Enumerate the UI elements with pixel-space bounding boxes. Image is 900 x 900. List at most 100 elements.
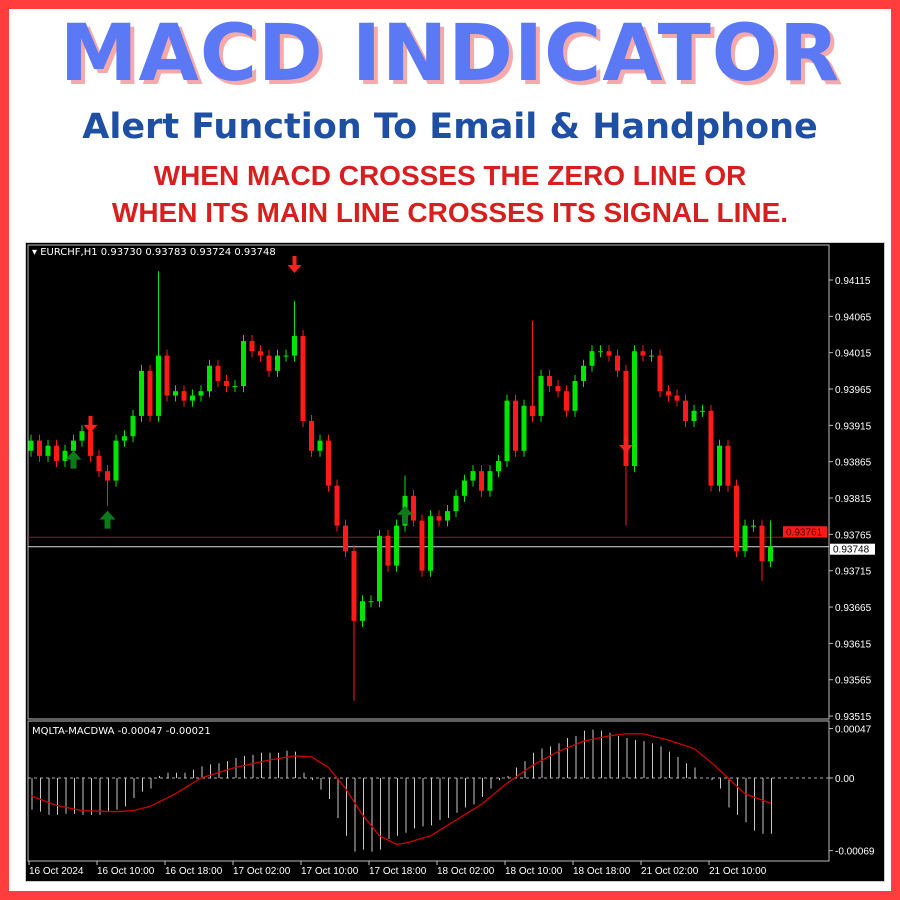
candle-body — [436, 516, 442, 521]
candle-body — [504, 400, 510, 461]
candle-body — [54, 445, 59, 461]
candle-body — [751, 525, 756, 527]
price-tick-label: 0.93815 — [835, 494, 872, 505]
candle-body — [615, 355, 620, 371]
time-tick-label: 18 Oct 18:00 — [573, 866, 631, 877]
time-tick-label: 21 Oct 02:00 — [641, 866, 699, 877]
candle-body — [334, 485, 340, 526]
candle-body — [538, 375, 544, 416]
time-tick-label: 17 Oct 18:00 — [369, 866, 427, 877]
candle-body — [37, 440, 42, 456]
price-plot-border — [27, 244, 830, 720]
candle-body — [139, 370, 144, 416]
time-tick-label: 18 Oct 02:00 — [437, 866, 495, 877]
candle-body — [105, 471, 110, 481]
buy-arrow-icon — [397, 505, 413, 524]
candle-body — [258, 351, 263, 356]
bid-price-badge — [830, 543, 875, 555]
candle-body — [385, 535, 391, 566]
time-tick-label: 16 Oct 2024 — [29, 866, 84, 877]
candle-body — [173, 391, 178, 396]
candle-body — [360, 601, 365, 621]
candle-body — [598, 351, 603, 353]
sell-arrow-icon — [287, 255, 302, 273]
price-tick-label: 0.93615 — [835, 639, 872, 650]
time-tick-label: 21 Oct 10:00 — [709, 866, 767, 877]
candle-body — [734, 485, 739, 552]
candle-body — [122, 436, 127, 441]
candle-body — [79, 431, 85, 441]
price-chart-title: EURCHF,H1 0.93730 0.93783 0.93724 0.9374… — [40, 247, 276, 258]
candle-body — [564, 391, 569, 411]
candle-body — [275, 355, 280, 371]
price-tick-label: 0.93515 — [835, 712, 872, 723]
candle-body — [326, 440, 331, 486]
macd-plot-border — [27, 720, 830, 862]
banner-subtitle: Alert Function To Email & Handphone — [82, 107, 818, 147]
sell-arrow-icon — [619, 436, 633, 454]
banner-title: MACD INDICATOR — [59, 9, 841, 99]
ask-price-label: 0.93761 — [786, 527, 823, 538]
candle-body — [445, 511, 450, 521]
candle-body — [496, 460, 501, 472]
candle-body — [759, 525, 765, 562]
candle-body — [666, 391, 671, 396]
candle-body — [462, 480, 467, 496]
macd-header: MQLTA-MACDWA -0.00047 -0.00021 — [32, 726, 211, 737]
candle-body — [742, 525, 748, 552]
price-tick-label: 0.93915 — [835, 421, 872, 432]
candle-body — [232, 386, 238, 388]
candle-body — [674, 395, 680, 401]
candle-body — [71, 440, 76, 451]
price-tick-label: 0.94115 — [835, 276, 871, 287]
candle-body — [683, 400, 688, 421]
candle-body — [470, 471, 476, 481]
candle-body — [62, 450, 68, 461]
time-tick-label: 18 Oct 10:00 — [505, 866, 563, 877]
candle-body — [691, 410, 697, 421]
candle-body — [479, 471, 484, 491]
candle-body — [547, 375, 552, 387]
candle-body — [419, 520, 425, 571]
bid-price-label: 0.93748 — [833, 545, 870, 556]
candle-body — [343, 525, 348, 552]
candle-body — [164, 355, 170, 396]
candle-body — [266, 355, 272, 371]
candle-body — [530, 405, 535, 416]
banner-tagline-2: when its main line crosses its signal li… — [111, 197, 789, 228]
candle-body — [717, 445, 722, 486]
chart-canvas[interactable]: 0.94115 0.94065 0.94015 0.93965 0.93915 0.938… — [26, 243, 886, 883]
candle-body — [606, 351, 612, 356]
candle-body — [309, 420, 314, 451]
candle-body — [394, 525, 399, 566]
candle-body — [224, 381, 229, 387]
candle-body — [513, 400, 518, 451]
price-tick-label: 0.93565 — [835, 676, 872, 687]
candle-body — [113, 440, 119, 481]
candle-body — [555, 386, 561, 392]
candle-body — [198, 391, 204, 396]
candle-body — [351, 551, 357, 621]
candle-body — [487, 471, 493, 491]
candle-body — [130, 415, 136, 437]
chart-window[interactable]: ▾ EURCHF,H1 0.93730 0.93783 0.93724 0.93… — [25, 242, 885, 882]
candle-body — [623, 370, 629, 467]
candle-body — [215, 365, 221, 382]
price-tick-label: 0.94015 — [835, 349, 872, 360]
price-tick-label: 0.94065 — [835, 312, 872, 323]
macd-signal-line — [30, 733, 771, 845]
candle-body — [96, 455, 102, 472]
price-tick-label: 0.93715 — [835, 567, 872, 578]
candle-body — [589, 351, 595, 366]
candle-body — [632, 351, 637, 467]
price-tick-label: 0.93765 — [835, 530, 872, 541]
candle-body — [28, 440, 34, 451]
candle-body — [768, 546, 773, 562]
candle-body — [300, 335, 306, 421]
candle-body — [292, 335, 297, 356]
candle-body — [411, 495, 416, 521]
candle-body — [572, 381, 578, 411]
candle-body — [453, 495, 459, 512]
candle-body — [368, 601, 374, 603]
sell-arrow-icon — [83, 415, 98, 433]
